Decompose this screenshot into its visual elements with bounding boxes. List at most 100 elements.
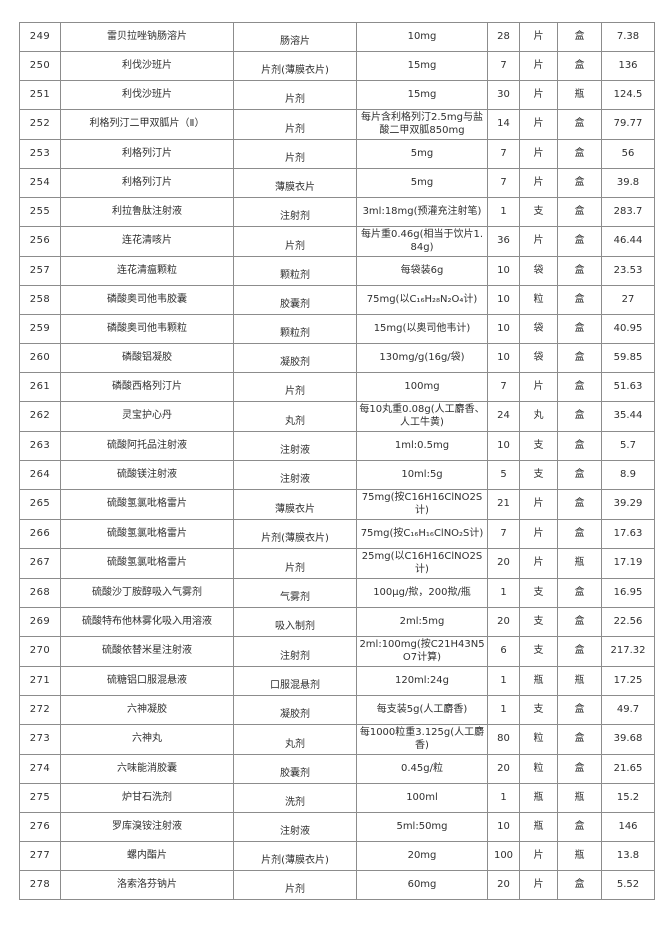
cell-drug-name: 磷酸西格列汀片	[60, 372, 234, 402]
cell-specification: 3ml:18mg(预灌充注射笔)	[356, 197, 488, 227]
cell-specification: 60mg	[356, 870, 488, 900]
cell-dosage-form: 丸剂	[233, 724, 357, 755]
cell-drug-name: 螺内酯片	[60, 841, 234, 871]
table-row: 278 洛索洛芬钠片 片剂 60mg 20 片 盒 5.52	[19, 870, 655, 900]
table-row: 270 硫酸依替米星注射液 注射剂 2ml:100mg(按C21H43N5O7计…	[19, 636, 655, 667]
cell-quantity: 7	[487, 51, 520, 81]
cell-unit: 片	[519, 372, 558, 402]
cell-quantity: 24	[487, 401, 520, 432]
cell-quantity: 10	[487, 343, 520, 373]
cell-unit: 支	[519, 460, 558, 490]
cell-dosage-form: 片剂	[233, 139, 357, 169]
cell-row-number: 266	[19, 519, 61, 549]
cell-unit: 瓶	[519, 783, 558, 813]
cell-drug-name: 硫酸特布他林雾化吸入用溶液	[60, 607, 234, 637]
cell-quantity: 36	[487, 226, 520, 257]
cell-dosage-form: 洗剂	[233, 783, 357, 813]
cell-row-number: 278	[19, 870, 61, 900]
cell-specification: 100μg/揿，200揿/瓶	[356, 578, 488, 608]
table-row: 254 利格列汀片 薄膜衣片 5mg 7 片 盒 39.8	[19, 168, 655, 198]
cell-package-type: 盒	[557, 754, 602, 784]
drug-price-table: 249 雷贝拉唑钠肠溶片 肠溶片 10mg 28 片 盒 7.38 250 利伐…	[19, 22, 655, 900]
table-row: 273 六神丸 丸剂 每1000粒重3.125g(人工麝香) 80 粒 盒 39…	[19, 724, 655, 755]
cell-unit: 片	[519, 519, 558, 549]
cell-specification: 0.45g/粒	[356, 754, 488, 784]
cell-specification: 每支装5g(人工麝香)	[356, 695, 488, 725]
cell-quantity: 1	[487, 578, 520, 608]
cell-drug-name: 硫酸镁注射液	[60, 460, 234, 490]
cell-specification: 75mg(以C₁₆H₂₈N₂O₄计)	[356, 285, 488, 315]
cell-drug-name: 利伐沙班片	[60, 80, 234, 110]
cell-row-number: 258	[19, 285, 61, 315]
cell-dosage-form: 吸入制剂	[233, 607, 357, 637]
cell-price: 79.77	[601, 109, 655, 140]
cell-package-type: 盒	[557, 285, 602, 315]
cell-price: 27	[601, 285, 655, 315]
cell-unit: 支	[519, 578, 558, 608]
cell-specification: 10ml:5g	[356, 460, 488, 490]
table-row: 265 硫酸氢氯吡格雷片 薄膜衣片 75mg(按C16H16ClNO2S计) 2…	[19, 489, 655, 520]
table-row: 262 灵宝护心丹 丸剂 每10丸重0.08g(人工麝香、人工牛黄) 24 丸 …	[19, 401, 655, 432]
cell-price: 40.95	[601, 314, 655, 344]
cell-row-number: 260	[19, 343, 61, 373]
cell-price: 46.44	[601, 226, 655, 257]
cell-drug-name: 连花清瘟颗粒	[60, 256, 234, 286]
cell-dosage-form: 肠溶片	[233, 22, 357, 52]
cell-dosage-form: 颗粒剂	[233, 314, 357, 344]
cell-drug-name: 利格列汀片	[60, 139, 234, 169]
cell-price: 217.32	[601, 636, 655, 667]
table-row: 249 雷贝拉唑钠肠溶片 肠溶片 10mg 28 片 盒 7.38	[19, 22, 655, 52]
cell-package-type: 盒	[557, 636, 602, 667]
cell-specification: 每片含利格列汀2.5mg与盐酸二甲双胍850mg	[356, 109, 488, 140]
table-row: 260 磷酸铝凝胶 凝胶剂 130mg/g(16g/袋) 10 袋 盒 59.8…	[19, 343, 655, 373]
cell-drug-name: 硫酸阿托品注射液	[60, 431, 234, 461]
cell-package-type: 盒	[557, 607, 602, 637]
cell-package-type: 瓶	[557, 666, 602, 696]
cell-row-number: 276	[19, 812, 61, 842]
cell-drug-name: 灵宝护心丹	[60, 401, 234, 432]
table-row: 276 罗库溴铵注射液 注射液 5ml:50mg 10 瓶 盒 146	[19, 812, 655, 842]
cell-specification: 15mg(以奥司他韦计)	[356, 314, 488, 344]
cell-quantity: 28	[487, 22, 520, 52]
table-row: 274 六味能消胶囊 胶囊剂 0.45g/粒 20 粒 盒 21.65	[19, 754, 655, 784]
cell-price: 51.63	[601, 372, 655, 402]
cell-specification: 75mg(按C16H16ClNO2S计)	[356, 489, 488, 520]
table-body: 249 雷贝拉唑钠肠溶片 肠溶片 10mg 28 片 盒 7.38 250 利伐…	[19, 22, 655, 900]
cell-row-number: 268	[19, 578, 61, 608]
cell-row-number: 273	[19, 724, 61, 755]
cell-specification: 15mg	[356, 51, 488, 81]
cell-row-number: 261	[19, 372, 61, 402]
cell-specification: 每袋装6g	[356, 256, 488, 286]
cell-unit: 片	[519, 109, 558, 140]
cell-dosage-form: 片剂(薄膜衣片)	[233, 841, 357, 871]
table-row: 253 利格列汀片 片剂 5mg 7 片 盒 56	[19, 139, 655, 169]
cell-price: 146	[601, 812, 655, 842]
cell-row-number: 254	[19, 168, 61, 198]
cell-specification: 15mg	[356, 80, 488, 110]
cell-row-number: 249	[19, 22, 61, 52]
cell-package-type: 盒	[557, 460, 602, 490]
cell-quantity: 10	[487, 256, 520, 286]
table-row: 267 硫酸氢氯吡格雷片 片剂 25mg(以C16H16ClNO2S计) 20 …	[19, 548, 655, 579]
cell-row-number: 267	[19, 548, 61, 579]
cell-package-type: 盒	[557, 578, 602, 608]
cell-specification: 5mg	[356, 139, 488, 169]
cell-price: 56	[601, 139, 655, 169]
cell-quantity: 10	[487, 314, 520, 344]
cell-price: 17.25	[601, 666, 655, 696]
cell-dosage-form: 胶囊剂	[233, 285, 357, 315]
cell-row-number: 259	[19, 314, 61, 344]
cell-package-type: 瓶	[557, 80, 602, 110]
cell-dosage-form: 薄膜衣片	[233, 168, 357, 198]
cell-dosage-form: 注射液	[233, 812, 357, 842]
cell-quantity: 20	[487, 870, 520, 900]
cell-dosage-form: 片剂	[233, 109, 357, 140]
cell-unit: 粒	[519, 724, 558, 755]
cell-package-type: 盒	[557, 139, 602, 169]
table-row: 261 磷酸西格列汀片 片剂 100mg 7 片 盒 51.63	[19, 372, 655, 402]
cell-drug-name: 硫糖铝口服混悬液	[60, 666, 234, 696]
cell-package-type: 盒	[557, 226, 602, 257]
cell-specification: 120ml:24g	[356, 666, 488, 696]
cell-drug-name: 硫酸沙丁胺醇吸入气雾剂	[60, 578, 234, 608]
cell-quantity: 7	[487, 372, 520, 402]
